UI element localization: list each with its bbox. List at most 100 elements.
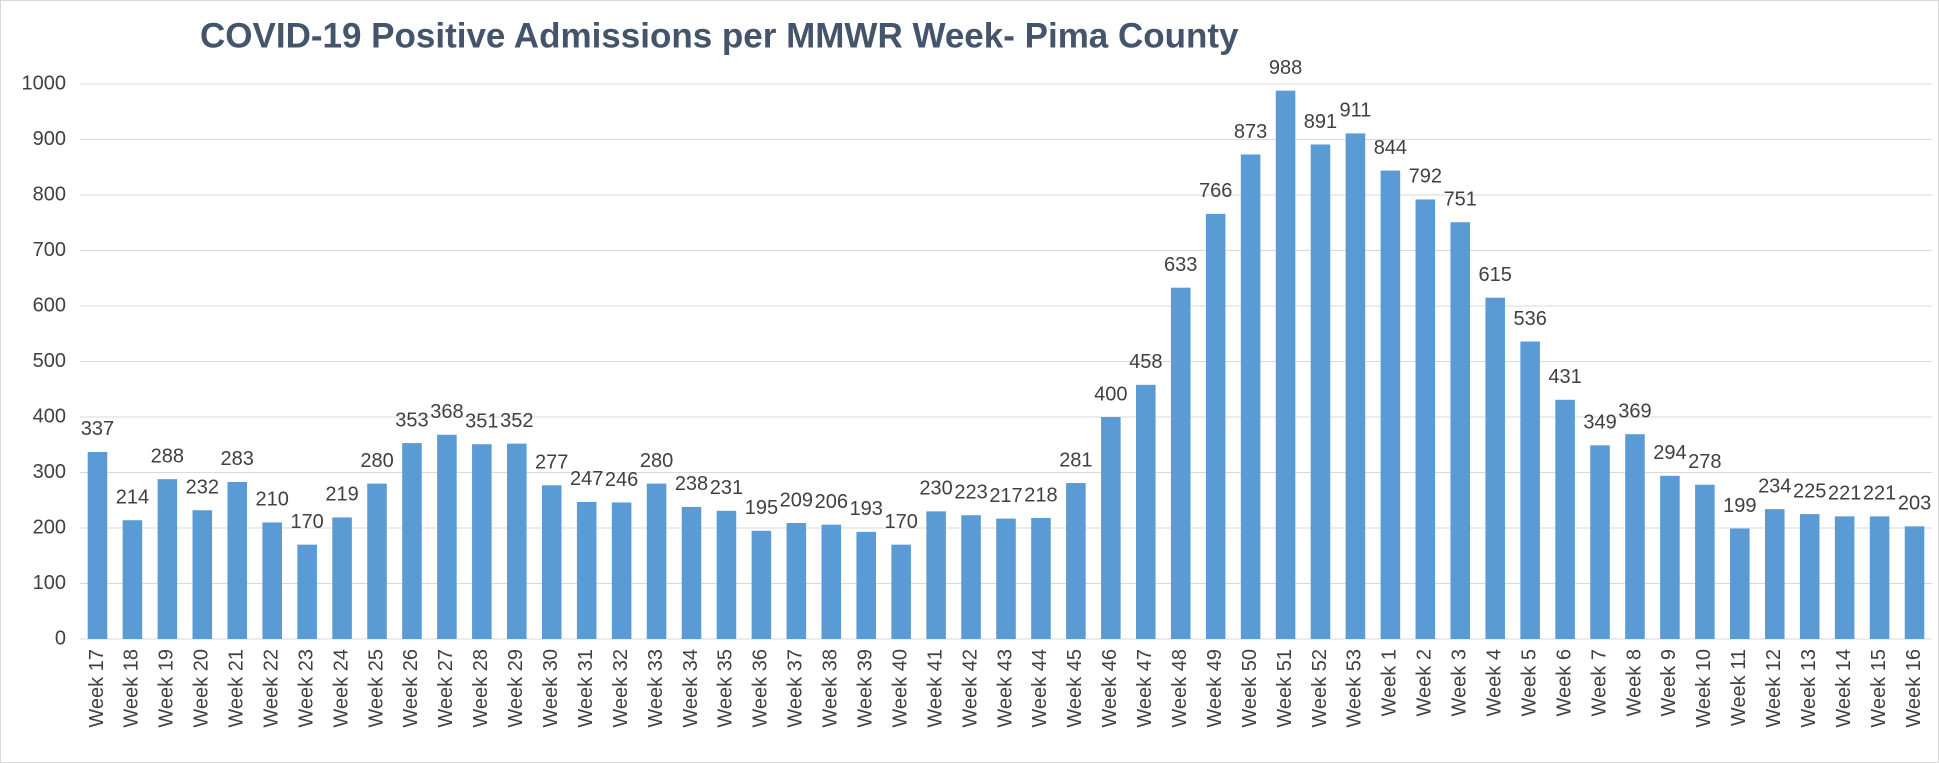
y-tick-label: 800 <box>33 183 66 205</box>
value-label: 352 <box>500 410 533 432</box>
y-tick-label: 0 <box>55 627 66 649</box>
value-label: 234 <box>1758 475 1791 497</box>
bar <box>1415 199 1436 639</box>
value-label: 873 <box>1234 121 1267 143</box>
x-tick-label: Week 22 <box>260 649 282 728</box>
y-tick-label: 600 <box>33 294 66 316</box>
x-tick-label: Week 15 <box>1868 649 1890 728</box>
x-tick-label: Week 26 <box>400 649 422 728</box>
value-label: 231 <box>710 477 743 499</box>
bar <box>262 522 282 639</box>
bar <box>1031 518 1051 639</box>
value-label: 223 <box>954 482 987 504</box>
bar <box>1764 509 1785 639</box>
x-tick-label: Week 41 <box>924 649 946 728</box>
x-tick-label: Week 40 <box>889 649 911 728</box>
bar <box>1345 133 1366 639</box>
x-tick-label: Week 18 <box>121 649 143 728</box>
value-label: 368 <box>430 401 463 423</box>
bar <box>1730 528 1750 639</box>
value-label: 170 <box>884 511 917 533</box>
value-label: 221 <box>1863 483 1896 505</box>
bar <box>576 501 597 639</box>
x-tick-label: Week 39 <box>855 649 877 728</box>
x-tick-label: Week 27 <box>435 649 457 728</box>
bar <box>961 515 981 639</box>
bar <box>1101 417 1121 639</box>
y-tick-label: 400 <box>33 405 66 427</box>
x-tick-label: Week 47 <box>1134 649 1156 728</box>
x-tick-label: Week 37 <box>785 649 807 728</box>
bar <box>157 479 178 639</box>
value-label: 288 <box>151 445 184 467</box>
value-label: 203 <box>1898 493 1931 515</box>
bar <box>367 483 387 639</box>
bar <box>646 483 667 639</box>
value-label: 217 <box>989 485 1022 507</box>
x-tick-label: Week 51 <box>1274 649 1296 728</box>
value-label: 280 <box>640 450 673 472</box>
bar <box>1170 287 1191 639</box>
bar <box>437 434 457 639</box>
x-tick-label: Week 43 <box>994 649 1016 728</box>
bar <box>681 506 702 639</box>
value-label: 221 <box>1828 483 1861 505</box>
value-label: 615 <box>1479 264 1512 286</box>
y-tick-label: 100 <box>33 572 66 594</box>
x-tick-label: Week 23 <box>295 649 317 728</box>
bar <box>192 510 213 639</box>
value-label: 219 <box>325 484 358 506</box>
bar <box>1869 516 1890 639</box>
value-label: 400 <box>1094 383 1127 405</box>
bar <box>1555 399 1575 639</box>
bar <box>87 451 108 639</box>
x-tick-label: Week 35 <box>715 649 737 728</box>
x-tick-label: Week 11 <box>1728 649 1750 726</box>
x-tick-label: Week 17 <box>86 649 108 728</box>
bar <box>1625 434 1645 639</box>
x-tick-label: Week 53 <box>1344 649 1366 728</box>
bar <box>472 444 492 639</box>
bar <box>1834 516 1855 639</box>
x-tick-label: Week 28 <box>470 649 492 728</box>
bar <box>1275 90 1296 639</box>
value-label: 278 <box>1688 451 1721 473</box>
bar <box>1485 297 1505 639</box>
x-tick-label: Week 21 <box>226 649 248 728</box>
x-tick-label: Week 29 <box>505 649 527 728</box>
x-tick-label: Week 46 <box>1099 649 1121 728</box>
x-tick-label: Week 36 <box>750 649 772 728</box>
chart-title: COVID-19 Positive Admissions per MMWR We… <box>200 16 1239 55</box>
value-label: 199 <box>1723 495 1756 517</box>
value-label: 280 <box>360 450 393 472</box>
bar <box>1520 341 1540 639</box>
bar <box>1799 514 1820 639</box>
x-tick-label: Week 32 <box>610 649 632 728</box>
y-tick-label: 300 <box>33 461 66 483</box>
bar <box>1205 213 1226 639</box>
bar <box>926 511 946 639</box>
value-label: 988 <box>1269 57 1302 79</box>
x-tick-label: Week 5 <box>1518 649 1540 716</box>
bar <box>1590 445 1610 639</box>
value-label: 225 <box>1793 480 1826 502</box>
value-label: 246 <box>605 469 638 491</box>
value-label: 751 <box>1444 188 1477 210</box>
bar <box>227 481 248 639</box>
bar <box>402 443 422 639</box>
value-label: 536 <box>1513 308 1546 330</box>
value-label: 232 <box>186 477 219 499</box>
value-label: 277 <box>535 452 568 474</box>
x-tick-label: Week 33 <box>645 649 667 728</box>
value-label: 283 <box>221 448 254 470</box>
value-label: 431 <box>1548 366 1581 388</box>
value-label: 238 <box>675 473 708 495</box>
x-tick-label: Week 3 <box>1449 649 1471 716</box>
bar <box>1380 170 1401 639</box>
x-tick-label: Week 12 <box>1763 649 1785 728</box>
value-label: 209 <box>780 489 813 511</box>
x-tick-label: Week 1 <box>1379 649 1401 716</box>
bar <box>1310 144 1331 639</box>
